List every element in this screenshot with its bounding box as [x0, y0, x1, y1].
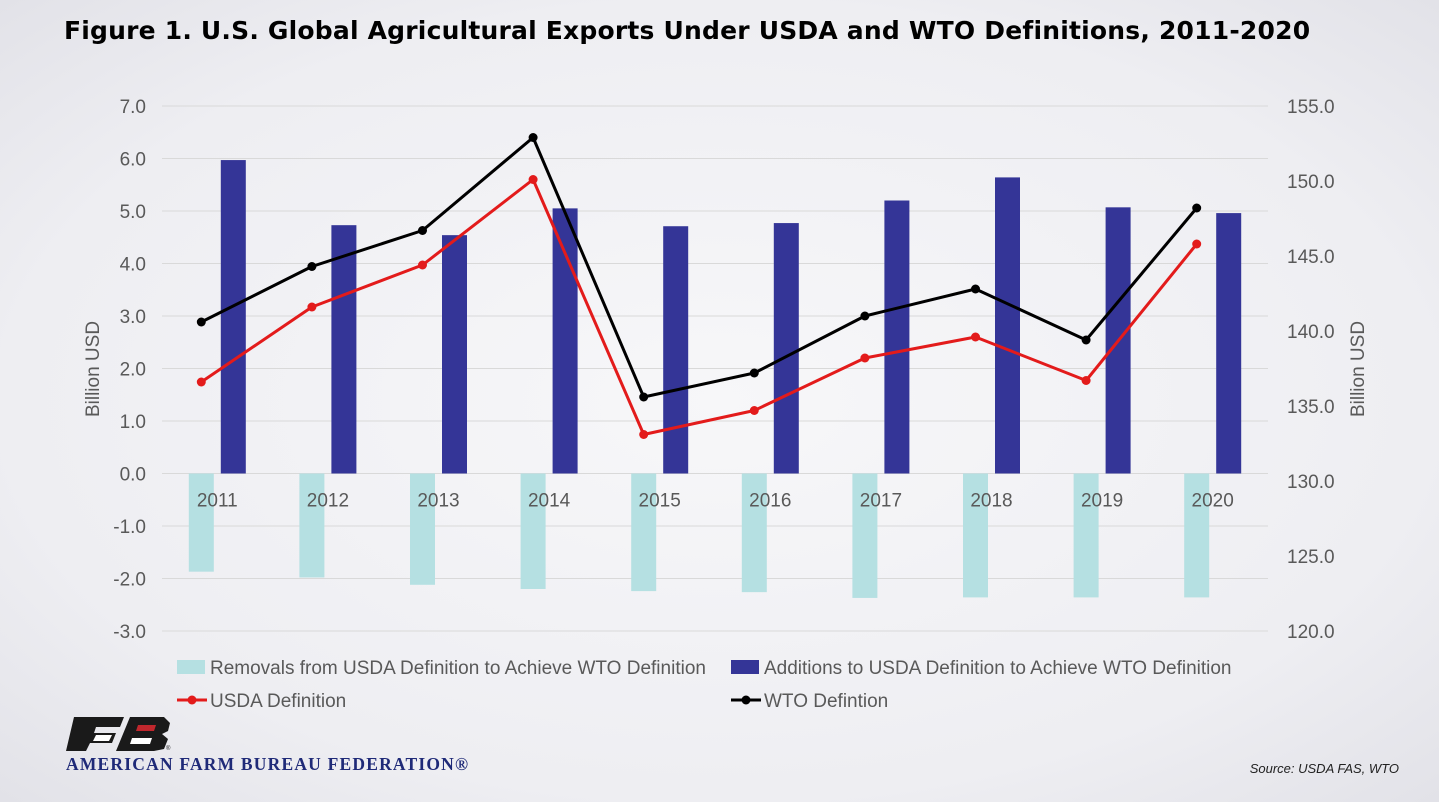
legend-label-removals: Removals from USDA Definition to Achieve…: [210, 658, 706, 679]
bar-removals: [299, 473, 325, 578]
point-usda: [971, 332, 980, 342]
bar-removals: [852, 473, 878, 598]
x-axis-tick-label: 2016: [749, 491, 791, 512]
right-axis-label: Billion USD: [1348, 321, 1369, 417]
bar-additions: [663, 226, 689, 474]
bar-additions: [1216, 213, 1242, 474]
x-axis-ticks: 2011 2012 2013 2014 2015 2016 2017 2018 2019 2020: [197, 491, 1234, 512]
right-axis-tick-label: 120.0: [1287, 622, 1335, 643]
point-wto: [1192, 203, 1202, 213]
left-axis-tick-label: 2.0: [120, 360, 146, 381]
x-axis-tick-label: 2020: [1192, 491, 1234, 512]
bar-additions: [773, 223, 799, 474]
point-wto: [307, 262, 317, 271]
point-usda: [1192, 239, 1202, 249]
point-wto: [749, 368, 759, 378]
legend-marker-wto: [741, 695, 751, 705]
x-axis-tick-label: 2011: [197, 491, 238, 512]
point-wto: [860, 311, 870, 321]
bar-removals: [963, 473, 988, 598]
legend: Removals from USDA Definition to Achieve…: [177, 658, 1232, 712]
bar-removals: [1073, 473, 1099, 598]
left-axis-tick-label: 4.0: [120, 255, 146, 276]
bar-additions: [331, 225, 357, 474]
x-axis-tick-label: 2015: [639, 491, 681, 512]
left-axis-label: Billion USD: [83, 321, 104, 417]
bar-additions: [995, 177, 1020, 474]
legend-label-wto: WTO Defintion: [764, 691, 888, 712]
x-axis-tick-label: 2014: [528, 491, 571, 512]
point-wto: [196, 317, 206, 327]
right-axis-tick-label: 155.0: [1287, 97, 1335, 118]
bar-removals: [741, 473, 767, 593]
left-axis-tick-label: 6.0: [120, 150, 146, 171]
point-usda: [528, 175, 538, 184]
point-usda: [196, 377, 206, 387]
point-wto: [418, 226, 427, 235]
left-axis-tick-label: 5.0: [120, 202, 146, 223]
source-note: Source: USDA FAS, WTO: [1249, 761, 1399, 776]
legend-marker-usda: [187, 695, 197, 705]
bar-additions: [552, 208, 578, 474]
gridlines: [162, 105, 1268, 632]
bar-additions: [442, 235, 467, 474]
bar-removals: [1184, 473, 1210, 598]
point-wto: [971, 284, 980, 294]
legend-label-usda: USDA Definition: [210, 691, 346, 712]
legend-swatch-additions: [731, 660, 759, 674]
left-axis-ticks: 7.0 6.0 5.0 4.0 3.0 2.0 1.0 0.0 -1.0 -2.0 -3.0: [113, 97, 146, 643]
bar-additions: [884, 200, 910, 474]
x-axis-tick-label: 2019: [1081, 491, 1123, 512]
point-usda: [307, 302, 317, 312]
bar-removals: [520, 473, 546, 589]
x-axis-tick-label: 2018: [970, 491, 1012, 512]
left-axis-tick-label: 3.0: [120, 307, 146, 328]
series-line-usda: [200, 178, 1198, 436]
right-axis-ticks: 155.0 150.0 145.0 140.0 135.0 130.0 125.0 120.0: [1287, 97, 1335, 643]
right-axis-tick-label: 125.0: [1287, 547, 1335, 568]
x-axis-tick-label: 2013: [417, 491, 459, 512]
series-lines: [196, 133, 1202, 439]
right-axis-tick-label: 130.0: [1287, 472, 1335, 493]
left-axis-tick-label: 1.0: [120, 412, 146, 433]
point-usda: [639, 430, 649, 439]
point-usda: [860, 353, 870, 363]
chart-title: Figure 1. U.S. Global Agricultural Expor…: [64, 16, 1311, 45]
svg-text:®: ®: [166, 745, 171, 752]
right-axis-tick-label: 135.0: [1287, 397, 1335, 418]
left-axis-tick-label: -3.0: [113, 622, 146, 643]
legend-swatch-removals: [177, 660, 205, 674]
point-wto: [639, 392, 649, 402]
bar-removals: [631, 473, 657, 592]
right-axis-tick-label: 140.0: [1287, 322, 1335, 343]
x-axis-tick-label: 2012: [307, 491, 349, 512]
point-wto: [528, 133, 538, 142]
bar-removals: [188, 473, 214, 572]
fb-logo-icon: ®: [66, 717, 171, 752]
bar-additions: [220, 160, 246, 474]
left-axis-tick-label: 7.0: [120, 97, 146, 118]
left-axis-tick-label: -2.0: [113, 570, 146, 591]
series-line-wto: [200, 136, 1198, 399]
right-axis-tick-label: 150.0: [1287, 172, 1335, 193]
left-axis-tick-label: 0.0: [120, 465, 146, 486]
x-axis-tick-label: 2017: [860, 491, 902, 512]
point-usda: [418, 260, 427, 270]
legend-label-additions: Additions to USDA Definition to Achieve …: [764, 658, 1232, 679]
organization-name: AMERICAN FARM BUREAU FEDERATION®: [66, 754, 470, 774]
bar-removals: [410, 473, 435, 585]
left-axis-tick-label: -1.0: [113, 517, 146, 538]
point-usda: [1081, 376, 1091, 385]
right-axis-tick-label: 145.0: [1287, 247, 1335, 268]
point-usda: [749, 406, 759, 415]
point-wto: [1081, 335, 1091, 345]
bars: [188, 160, 1242, 598]
